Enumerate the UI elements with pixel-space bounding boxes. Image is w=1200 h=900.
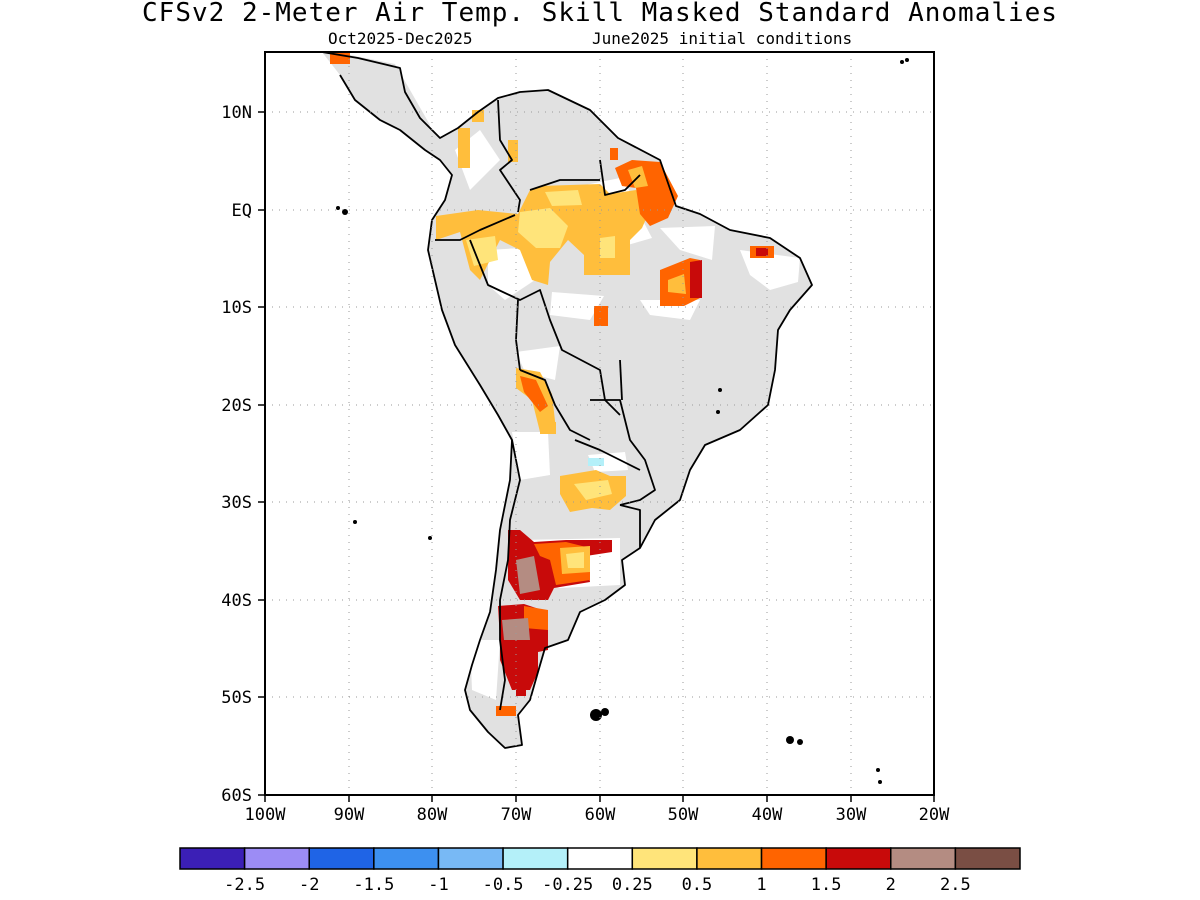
colorbar-swatch [696, 847, 763, 870]
lat-label: 20S [221, 396, 252, 416]
lat-label: 10N [221, 103, 252, 123]
colorbar-label: -1 [428, 875, 448, 895]
latitude-axis: 10N EQ 10S 20S 30S 40S 50S 60S [221, 103, 265, 806]
colorbar-swatch [825, 847, 892, 870]
lat-label: 40S [221, 591, 252, 611]
lat-label: EQ [232, 201, 252, 221]
lon-label: 70W [501, 805, 532, 825]
lon-label: 40W [752, 805, 783, 825]
colorbar-label: 2.5 [940, 875, 971, 895]
colorbar-label: 1 [756, 875, 766, 895]
lat-label: 50S [221, 688, 252, 708]
forecast-period: Oct2025-Dec2025 [328, 29, 473, 48]
coastlines-and-borders [321, 52, 813, 749]
lon-label: 80W [417, 805, 448, 825]
colorbar-swatch [954, 847, 1021, 870]
colorbar-swatch [890, 847, 957, 870]
central-america-landmass [322, 52, 430, 140]
lon-label: 60W [585, 805, 616, 825]
warm-anomaly-regions [330, 52, 774, 716]
colorbar-label: 0.5 [682, 875, 713, 895]
map-title: CFSv2 2-Meter Air Temp. Skill Masked Sta… [142, 0, 1058, 28]
colorbar-swatch [308, 847, 375, 870]
colorbar-swatch [373, 847, 440, 870]
lon-label: 20W [919, 805, 950, 825]
colorbar-label: -0.5 [483, 875, 524, 895]
cool-anomaly [588, 458, 604, 466]
colorbar-label: -2 [299, 875, 319, 895]
lat-lon-gridlines [265, 52, 934, 795]
colorbar-swatch [179, 847, 246, 870]
lon-label: 30W [836, 805, 867, 825]
lon-label: 90W [334, 805, 365, 825]
map-content [265, 52, 934, 795]
colorbar-label: 2 [886, 875, 896, 895]
lat-label: 60S [221, 786, 252, 806]
colorbar-label: -1.5 [353, 875, 394, 895]
islands [336, 58, 909, 784]
colorbar-swatch [502, 847, 569, 870]
colorbar-label: -2.5 [224, 875, 265, 895]
colorbar-label: 1.5 [811, 875, 842, 895]
colorbar-swatch [437, 847, 504, 870]
lat-label: 10S [221, 298, 252, 318]
colorbar-swatch [760, 847, 827, 870]
colorbar: -2.5 -2 -1.5 -1 -0.5 -0.25 0.25 0.5 1 1.5 2 2.5 [179, 847, 1021, 895]
colorbar-swatch [566, 847, 634, 870]
lat-label: 30S [221, 493, 252, 513]
colorbar-swatch [243, 847, 310, 870]
longitude-axis: 100W 90W 80W 70W 60W 50W 40W 30W 20W [245, 795, 950, 825]
colorbar-label: -0.25 [542, 875, 593, 895]
colorbar-label: 0.25 [612, 875, 653, 895]
lon-label: 100W [245, 805, 287, 825]
south-america-landmass [322, 52, 812, 748]
colorbar-swatch [631, 847, 698, 870]
initial-conditions: June2025 initial conditions [592, 29, 853, 48]
lon-label: 50W [668, 805, 699, 825]
